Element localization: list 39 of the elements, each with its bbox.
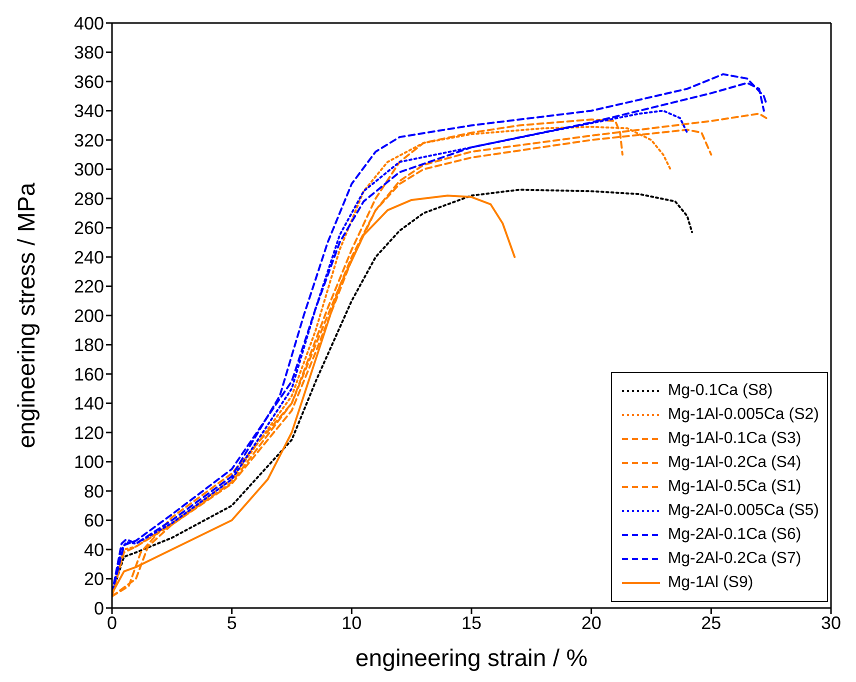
y-tick-label: 40 bbox=[84, 540, 104, 560]
y-tick-label: 180 bbox=[74, 335, 104, 356]
legend-label: Mg-1Al (S9) bbox=[668, 574, 754, 592]
x-tick-label: 15 bbox=[461, 612, 482, 633]
y-tick-label: 160 bbox=[74, 364, 104, 384]
legend-label: Mg-1Al-0.1Ca (S3) bbox=[668, 430, 802, 448]
y-tick-label: 380 bbox=[74, 42, 104, 63]
legend-label: Mg-1Al-0.2Ca (S4) bbox=[668, 454, 802, 472]
x-tick-label: 0 bbox=[106, 612, 118, 633]
y-tick-label: 300 bbox=[74, 160, 104, 180]
legend-label: Mg-2Al-0.2Ca (S7) bbox=[668, 550, 802, 568]
x-tick-label: 5 bbox=[226, 612, 237, 633]
x-tick-label: 30 bbox=[820, 612, 842, 633]
y-tick-label: 220 bbox=[74, 276, 104, 297]
x-axis-title: engineering strain / % bbox=[355, 645, 588, 672]
legend-label: Mg-1Al-0.5Ca (S1) bbox=[668, 478, 802, 496]
y-tick-label: 340 bbox=[74, 101, 104, 122]
legend-label: Mg-2Al-0.1Ca (S6) bbox=[668, 526, 802, 544]
y-tick-label: 100 bbox=[74, 452, 104, 472]
y-tick-label: 260 bbox=[74, 218, 104, 238]
y-tick-label: 60 bbox=[84, 510, 104, 531]
x-tick-label: 25 bbox=[701, 612, 722, 633]
y-tick-label: 120 bbox=[74, 422, 104, 443]
y-tick-label: 280 bbox=[74, 188, 104, 209]
legend-label: Mg-1Al-0.005Ca (S2) bbox=[668, 406, 819, 424]
y-tick-label: 20 bbox=[84, 569, 104, 590]
y-tick-label: 140 bbox=[74, 394, 104, 414]
y-tick-label: 0 bbox=[94, 598, 104, 618]
y-tick-label: 360 bbox=[74, 72, 104, 92]
y-tick-label: 240 bbox=[74, 247, 104, 268]
x-tick-label: 10 bbox=[342, 612, 362, 633]
y-axis-title: engineering stress / MPa bbox=[14, 182, 41, 448]
y-tick-label: 80 bbox=[84, 481, 104, 502]
y-tick-label: 400 bbox=[74, 13, 104, 34]
x-tick-label: 20 bbox=[581, 612, 602, 633]
legend-label: Mg-0.1Ca (S8) bbox=[668, 382, 773, 400]
legend-label: Mg-2Al-0.005Ca (S5) bbox=[668, 502, 819, 520]
y-tick-label: 320 bbox=[74, 130, 104, 150]
y-tick-label: 200 bbox=[74, 306, 104, 326]
